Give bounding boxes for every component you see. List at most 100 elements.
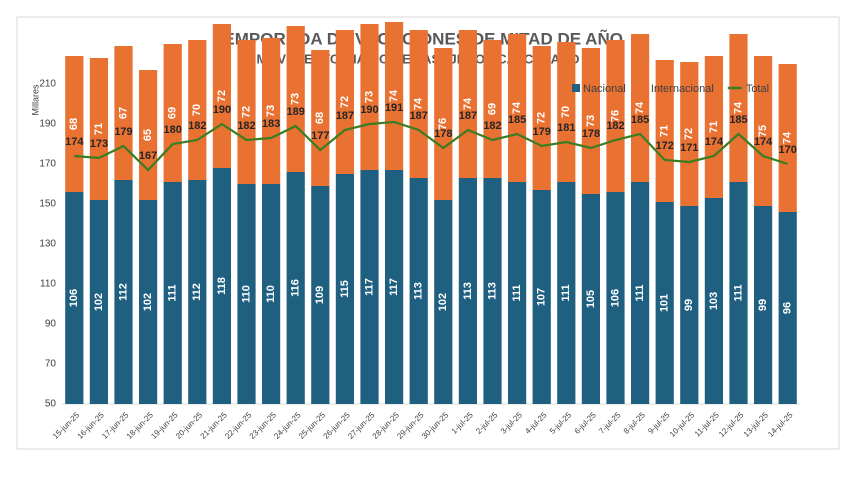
data-label: 73	[585, 115, 597, 127]
total-label: 185	[729, 114, 747, 126]
total-label: 183	[262, 118, 280, 130]
bar-segment	[65, 56, 84, 192]
bar-segment	[114, 180, 133, 404]
data-label: 72	[240, 106, 252, 118]
data-label: 74	[413, 97, 425, 110]
data-label: 113	[413, 282, 425, 300]
bar-segment	[778, 212, 797, 404]
bar-segment	[409, 178, 428, 404]
data-label: 72	[536, 112, 548, 124]
total-label: 182	[483, 120, 501, 132]
data-label: 111	[560, 284, 572, 301]
data-label: 112	[191, 283, 203, 301]
data-label: 69	[167, 107, 179, 119]
data-label: 109	[314, 286, 326, 304]
bar-segment	[188, 180, 207, 404]
bar-segment	[606, 40, 625, 192]
data-label: 74	[782, 131, 794, 144]
data-label: 67	[117, 107, 129, 119]
data-label: 75	[757, 125, 769, 137]
bar-segment	[163, 182, 182, 404]
total-label: 190	[360, 104, 378, 116]
bar-segment	[261, 184, 281, 404]
data-label: 105	[585, 290, 597, 308]
data-label: 76	[437, 118, 449, 130]
y-tick-label: 150	[39, 199, 56, 210]
bar-segment	[212, 168, 232, 404]
total-label: 179	[114, 126, 132, 138]
data-label: 107	[536, 288, 548, 306]
data-label: 74	[462, 97, 474, 110]
total-label: 191	[385, 102, 403, 114]
total-label: 185	[631, 114, 649, 126]
data-label: 101	[659, 294, 671, 312]
total-label: 187	[459, 110, 477, 122]
bar-segment	[65, 192, 84, 404]
y-tick-label: 110	[40, 279, 56, 290]
bar-segment	[434, 48, 453, 200]
total-label: 174	[65, 136, 84, 148]
data-label: 73	[290, 93, 302, 105]
bar-segment	[384, 22, 404, 170]
total-label: 172	[656, 140, 674, 152]
data-label: 71	[708, 121, 720, 133]
bar-segment	[335, 174, 355, 404]
bar-segment	[557, 182, 576, 404]
bar-segment	[311, 50, 330, 186]
data-label: 113	[462, 282, 474, 300]
total-label: 174	[754, 136, 773, 148]
data-label: 112	[117, 283, 129, 301]
total-label: 177	[311, 130, 329, 142]
total-label: 187	[410, 110, 428, 122]
bar-segment	[237, 40, 256, 184]
bar-segment	[507, 34, 527, 182]
data-label: 118	[216, 277, 228, 295]
total-label: 167	[139, 150, 157, 162]
data-label: 102	[437, 293, 449, 311]
data-label: 70	[191, 104, 203, 116]
y-tick-label: 90	[45, 319, 57, 330]
bar-segment	[630, 34, 650, 182]
bar-segment	[704, 198, 724, 404]
data-label: 69	[486, 103, 498, 115]
data-label: 99	[683, 299, 695, 311]
bar-segment	[384, 170, 404, 404]
bar-segment	[655, 202, 674, 404]
data-label: 68	[314, 112, 326, 124]
y-tick-label: 70	[45, 359, 57, 370]
bar-segment	[532, 190, 551, 404]
legend-label: Nacional	[583, 83, 626, 95]
legend-label: Internacional	[651, 83, 714, 95]
bar-segment	[630, 182, 650, 404]
bar-segment	[729, 34, 748, 182]
bar-segment	[458, 178, 478, 404]
bar-segment	[581, 194, 601, 404]
bar-segment	[581, 48, 601, 194]
total-label: 190	[213, 104, 231, 116]
data-label: 110	[240, 285, 252, 303]
data-label: 72	[683, 128, 695, 140]
bar-segment	[753, 56, 773, 206]
data-label: 116	[290, 279, 302, 297]
data-label: 103	[708, 292, 720, 310]
total-label: 178	[434, 128, 452, 140]
bar-segment	[286, 172, 305, 404]
total-label: 182	[237, 120, 255, 132]
bar-segment	[311, 186, 330, 404]
y-tick-label: 50	[45, 399, 57, 410]
y-tick-label: 130	[39, 239, 56, 250]
total-label: 171	[680, 142, 698, 154]
total-label: 173	[90, 138, 108, 150]
bar-segment	[458, 30, 478, 178]
legend-swatch	[639, 84, 648, 92]
total-label: 182	[606, 120, 624, 132]
total-label: 179	[533, 126, 551, 138]
legend-swatch	[572, 84, 580, 92]
y-tick-label: 170	[39, 159, 56, 170]
bar-segment	[778, 64, 797, 212]
bar-segment	[237, 184, 256, 404]
data-label: 111	[511, 284, 523, 301]
data-label: 76	[609, 110, 621, 122]
data-label: 106	[68, 289, 80, 307]
